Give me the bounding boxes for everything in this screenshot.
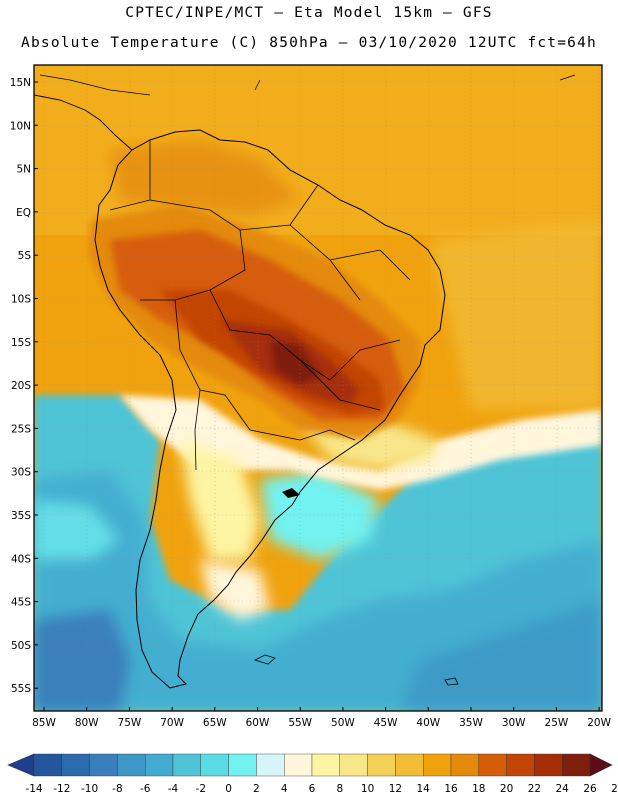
scale-tick-label: -4	[168, 783, 179, 795]
scale-box	[200, 753, 229, 777]
scale-box	[144, 753, 174, 777]
scale-tick-label: 18	[472, 783, 485, 795]
scale-box	[311, 753, 340, 777]
title-line-2: Absolute Temperature (C) 850hPa – 03/10/…	[21, 35, 597, 51]
scale-box	[423, 753, 452, 777]
lat-label: 45S	[11, 597, 31, 609]
lon-label: 75W	[118, 717, 142, 729]
lat-label: 10N	[10, 120, 31, 132]
scale-box	[534, 753, 563, 777]
scale-tick-label: 10	[361, 783, 374, 795]
scale-box	[89, 753, 118, 777]
temperature-field	[34, 65, 602, 711]
title-line-1: CPTEC/INPE/MCT – Eta Model 15km – GFS	[125, 5, 493, 21]
lat-label: 50S	[11, 640, 31, 652]
scale-tick-label: -8	[112, 783, 122, 795]
latitude-axis: 15N 10N 5N EQ 5S 10S 15S 20S 25S 30S 35S 40S 45S 50S 5…	[10, 77, 38, 695]
scale-tick-label: 12	[389, 783, 402, 795]
scale-arrow-right	[589, 753, 613, 777]
lon-label: 65W	[203, 717, 227, 729]
scale-box	[395, 753, 424, 777]
lon-label: 70W	[160, 717, 184, 729]
lon-label: 40W	[416, 717, 440, 729]
scale-tick-label: 28	[611, 783, 618, 795]
scale-box	[562, 753, 591, 777]
scale-tick-label: -10	[81, 783, 98, 795]
scale-tick-label: 2	[253, 783, 260, 795]
lon-label: 45W	[374, 717, 398, 729]
lon-label: 85W	[32, 717, 56, 729]
scale-tick-label: 4	[281, 783, 288, 795]
lat-label: 5N	[16, 164, 31, 176]
lon-label: 25W	[545, 717, 569, 729]
scale-box	[339, 753, 368, 777]
scale-box	[172, 753, 201, 777]
scale-tick-label: -14	[25, 783, 42, 795]
longitude-axis: 85W 80W 75W 70W 65W 60W 55W 50W 45W 40W 35W 30W 25W 2…	[32, 707, 612, 729]
lat-label: 15S	[11, 337, 31, 349]
lon-label: 50W	[331, 717, 355, 729]
scale-box	[450, 753, 479, 777]
lat-label: 30S	[11, 467, 31, 479]
scale-tick-label: 8	[336, 783, 343, 795]
lon-label: 55W	[288, 717, 312, 729]
lon-label: 30W	[502, 717, 526, 729]
lat-label: 55S	[11, 683, 31, 695]
lon-label: 80W	[75, 717, 99, 729]
scale-box	[367, 753, 396, 777]
lat-label: EQ	[16, 207, 31, 219]
scale-tick-label: 22	[528, 783, 541, 795]
lat-label: 35S	[11, 510, 31, 522]
lat-label: 20S	[11, 380, 31, 392]
coastline	[94, 129, 446, 689]
lat-label: 5S	[18, 250, 32, 262]
lat-label: 10S	[11, 294, 31, 306]
scale-tick-label: 16	[444, 783, 458, 795]
scale-box	[228, 753, 257, 777]
scale-tick-label: 0	[225, 783, 232, 795]
scale-tick-label: 6	[309, 783, 316, 795]
lon-label: 35W	[459, 717, 483, 729]
scale-arrow-left	[7, 753, 35, 777]
scale-tick-label: -6	[140, 783, 151, 795]
scale-tick-label: 20	[500, 783, 513, 795]
temperature-map: 15N 10N 5N EQ 5S 10S 15S 20S 25S 30S 35S 40S 45S 50S 5…	[10, 64, 612, 729]
scale-tick-label: 26	[583, 783, 597, 795]
lat-label: 40S	[11, 553, 31, 565]
scale-tick-label: -12	[53, 783, 70, 795]
scale-box	[33, 753, 62, 777]
color-scale: -14 -12 -10 -8 -6 -4 -2 0 2 4 6 8 10 12 14 16 18 20 22 24 26…	[7, 753, 618, 795]
lon-label: 20W	[587, 717, 611, 729]
lat-label: 15N	[10, 77, 31, 89]
scale-box	[61, 753, 90, 777]
scale-box	[506, 753, 535, 777]
scale-tick-label: 24	[556, 783, 570, 795]
scale-box	[284, 753, 313, 777]
lon-label: 60W	[246, 717, 270, 729]
scale-tick-label: -2	[196, 783, 206, 795]
lat-label: 25S	[11, 423, 31, 435]
scale-box	[117, 753, 146, 777]
scale-tick-label: 14	[417, 783, 431, 795]
scale-box	[256, 753, 285, 777]
scale-box	[478, 753, 507, 777]
